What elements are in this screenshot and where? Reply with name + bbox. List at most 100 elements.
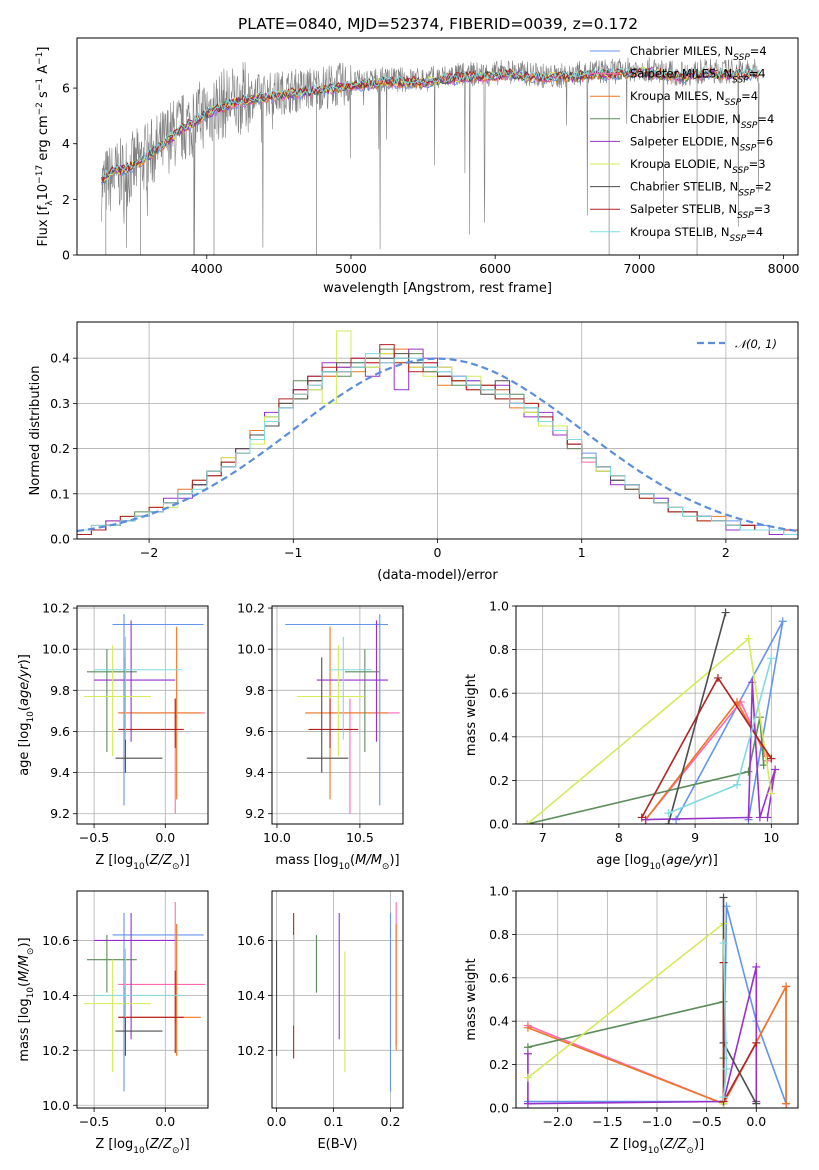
histogram-7: [77, 344, 798, 539]
y-tick-label: 10.0: [42, 1098, 70, 1113]
x-tick-label: 8000: [768, 261, 800, 276]
legend-label: Kroupa ELODIE, NSSP=3: [630, 157, 766, 176]
y-tick-label: 10.2: [42, 1043, 70, 1058]
x-tick-label: 1: [578, 545, 586, 560]
y-tick-label: 0.0: [489, 817, 509, 832]
x-tick-label: 0.1: [324, 1114, 344, 1129]
y-tick-label: 0.4: [489, 729, 509, 744]
weight-marker: [771, 765, 780, 774]
y-tick-label: 10.4: [237, 988, 265, 1003]
x-axis-label: mass [log10(M/M⊙)]: [275, 853, 399, 872]
x-axis-label: Z [log10(Z/Z⊙)]: [95, 853, 189, 872]
y-axis-label: mass weight: [464, 958, 479, 1040]
x-tick-label: 7: [539, 830, 547, 845]
mass-weight-vs-metallicity-panel: −2.0 −1.5 −1.0 −0.5 0.0 0.0 0.2 0.4 0.6 0.8 1.0 Z […: [464, 884, 799, 1156]
histogram-8: [77, 353, 798, 539]
weight-marker: [744, 813, 753, 822]
y-tick-label: 9.8: [245, 683, 265, 698]
weight-line-5: [527, 922, 725, 1104]
y-tick-label: 2: [62, 192, 70, 207]
y-axis-label: Normed distribution: [28, 366, 43, 496]
weight-marker: [763, 813, 772, 822]
y-tick-label: 0.0: [489, 1101, 509, 1116]
weight-line-3: [527, 716, 765, 824]
x-tick-label: 0.0: [267, 1114, 287, 1129]
x-tick-label: 7000: [623, 261, 655, 276]
x-tick-label: −1.5: [592, 1114, 622, 1129]
weight-marker: [733, 780, 742, 789]
x-tick-label: 9: [691, 830, 699, 845]
plot-area: [77, 330, 798, 539]
x-axis-label: age [log10(age/yr)]: [596, 853, 718, 872]
x-tick-label: 0.0: [155, 1114, 175, 1129]
y-tick-label: 1.0: [489, 884, 509, 899]
axes-frame: [271, 890, 404, 1109]
weight-marker: [523, 1023, 532, 1032]
axes-frame: [515, 890, 799, 1109]
y-axis-label: Flux [fλ10−17 erg cm−2 s−1 A−1]: [35, 47, 55, 247]
plot-area: [523, 893, 791, 1108]
x-tick-label: 0.0: [746, 1114, 766, 1129]
age-vs-mass-panel: 10.0 10.5 9.2 9.4 9.6 9.8 10.0 10.2 mass [log10(…: [237, 601, 404, 872]
weight-marker: [721, 608, 730, 617]
plot-area: [276, 901, 397, 1092]
weight-marker: [523, 1099, 532, 1108]
x-tick-label: 6000: [479, 261, 511, 276]
weight-marker: [767, 754, 776, 763]
y-tick-label: 0.6: [489, 686, 509, 701]
x-tick-label: −2: [140, 545, 158, 560]
weight-marker: [752, 1038, 761, 1047]
y-tick-label: 9.8: [50, 683, 70, 698]
y-tick-label: 10.2: [237, 1043, 265, 1058]
weight-line-6: [667, 612, 727, 824]
x-tick-label: 0.2: [381, 1114, 401, 1129]
y-tick-label: 10.0: [42, 642, 70, 657]
x-tick-label: −1.0: [642, 1114, 672, 1129]
plot-area: [84, 901, 206, 1092]
weight-marker: [719, 893, 728, 902]
weight-marker: [744, 767, 753, 776]
y-tick-label: 0.6: [489, 970, 509, 985]
y-tick-label: 0.0: [50, 532, 70, 547]
y-tick-label: 9.4: [50, 765, 70, 780]
weight-line-0: [675, 620, 784, 820]
figure-title: PLATE=0840, MJD=52374, FIBERID=0039, z=0…: [238, 15, 638, 33]
y-axis-label: mass weight: [464, 674, 479, 756]
weight-marker: [752, 962, 761, 971]
x-tick-label: 8: [615, 830, 623, 845]
y-tick-label: 9.6: [50, 724, 70, 739]
weight-marker: [637, 813, 646, 822]
axes-frame: [76, 605, 209, 825]
plot-area: [523, 608, 787, 824]
y-tick-label: 0.2: [489, 773, 509, 788]
y-tick-label: 0.8: [489, 927, 509, 942]
model-line-4: [101, 67, 760, 184]
x-axis-label: Z [log10(Z/Z⊙)]: [95, 1137, 189, 1156]
x-tick-label: 10.0: [263, 830, 291, 845]
gaussian-curve: [77, 357, 798, 533]
y-tick-label: 9.2: [245, 806, 265, 821]
weight-line-4: [645, 681, 776, 821]
mass-vs-metallicity-panel: −0.5 0.0 10.0 10.2 10.4 10.6 Z [log10(Z/Z⊙)] ma…: [17, 890, 209, 1156]
y-tick-label: 10.2: [237, 601, 265, 616]
x-tick-label: 0.0: [155, 830, 175, 845]
weight-marker: [782, 982, 791, 991]
weight-line-3: [527, 1000, 725, 1104]
axes-frame: [76, 37, 799, 256]
x-axis-label: wavelength [Angstrom, rest frame]: [323, 281, 552, 296]
y-tick-label: 4: [62, 136, 70, 151]
plot-area: [285, 614, 400, 814]
y-tick-label: 0.4: [489, 1014, 509, 1029]
y-tick-label: 0.1: [50, 486, 70, 501]
legend-label: Salpeter ELODIE, NSSP=6: [630, 134, 773, 153]
y-tick-label: 0: [62, 248, 70, 263]
x-tick-label: −1: [284, 545, 302, 560]
weight-marker: [664, 809, 673, 818]
weight-marker: [664, 820, 673, 824]
mass-weight-vs-age-panel: 7 8 9 10 0.0 0.2 0.4 0.6 0.8 1.0 age [log10(age/yr…: [464, 599, 799, 872]
legend-label: Kroupa MILES, NSSP=4: [630, 89, 758, 108]
x-tick-label: 4000: [191, 261, 223, 276]
axes-frame: [515, 605, 799, 825]
axes-frame: [76, 890, 209, 1109]
